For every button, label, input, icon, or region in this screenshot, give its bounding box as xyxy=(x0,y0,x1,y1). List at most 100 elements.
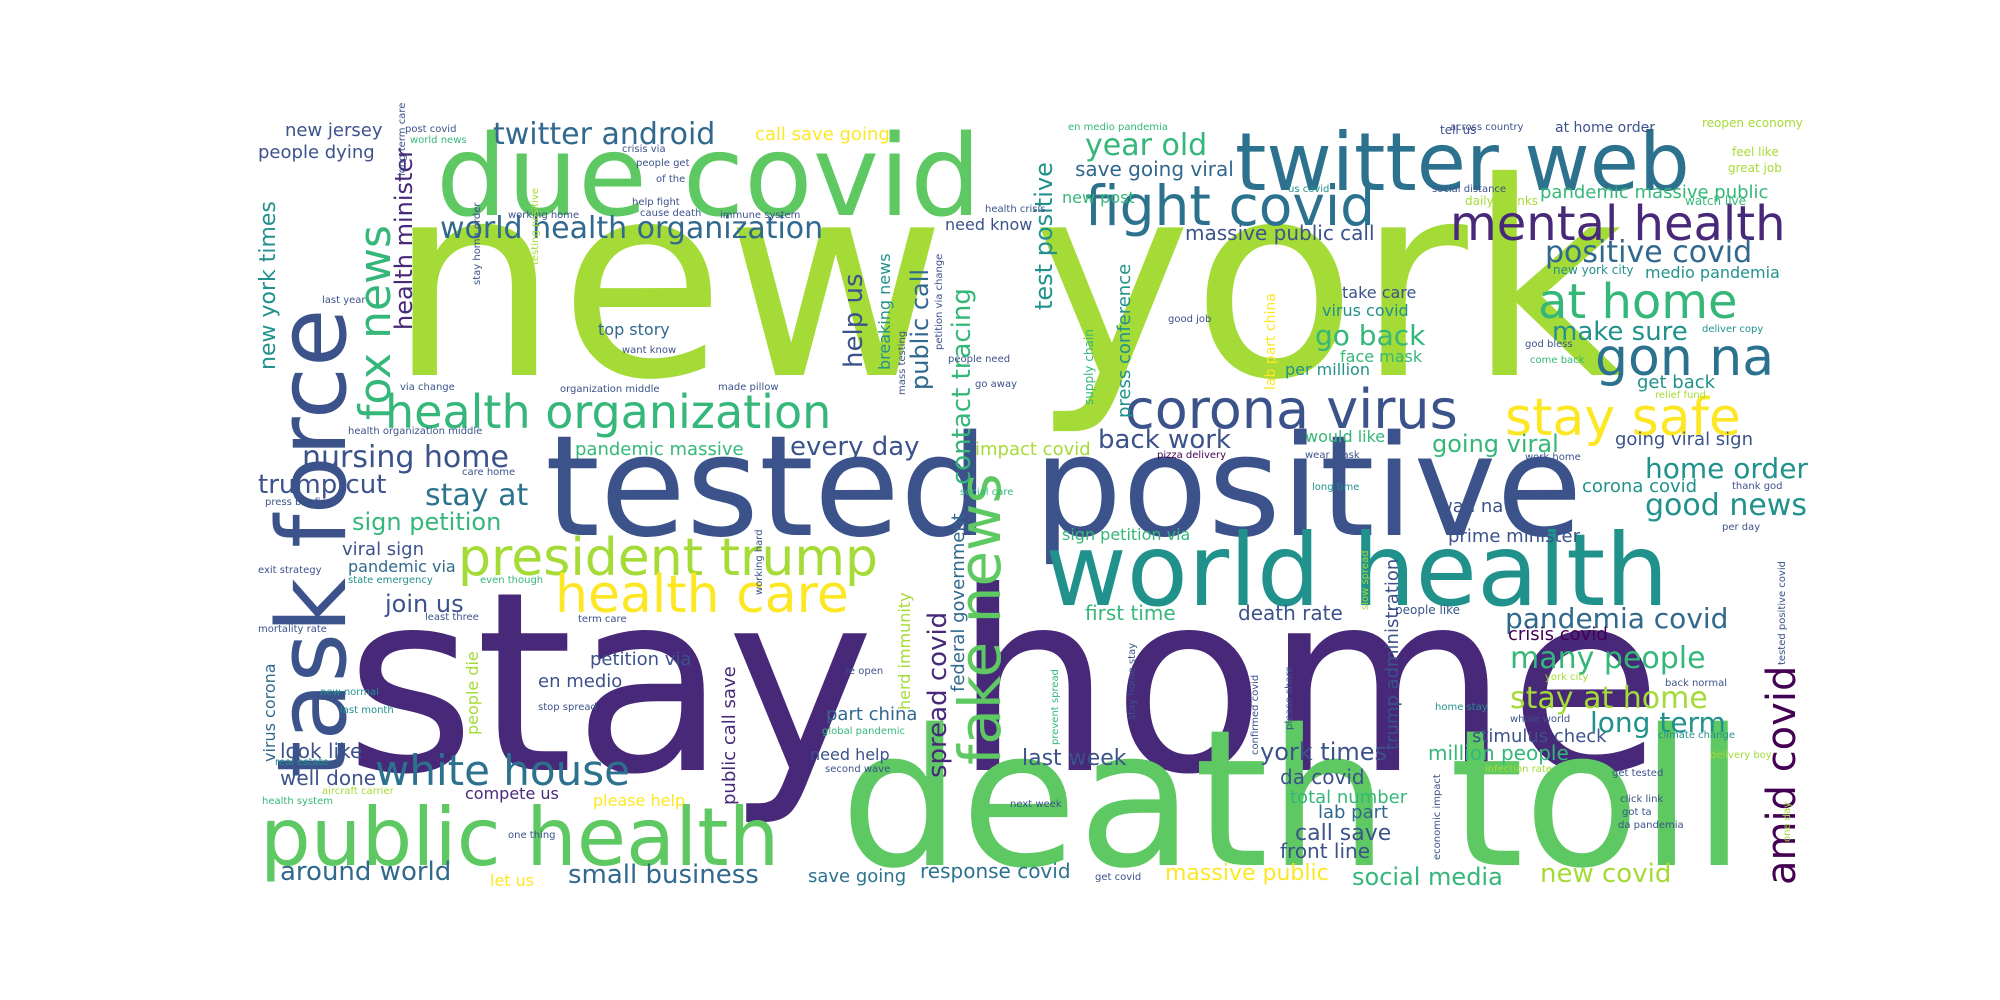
cloud-word-need-know: need know xyxy=(945,215,1032,234)
cloud-word-get-covid: get covid xyxy=(1095,872,1141,883)
cloud-word-corona-covid: corona covid xyxy=(1582,476,1697,497)
cloud-word-public-health: public health xyxy=(260,791,779,884)
cloud-word-click-link: click link xyxy=(1620,794,1663,805)
cloud-word-mental-health: mental health xyxy=(1450,196,1785,252)
cloud-word-top-story: top story xyxy=(598,320,670,339)
cloud-word-go-away: go away xyxy=(975,379,1017,390)
cloud-word-viral-sign: viral sign xyxy=(342,539,424,560)
cloud-word-reopen-economy: reopen economy xyxy=(1702,116,1803,130)
cloud-word-press-conference: press conference xyxy=(1114,264,1135,418)
cloud-word-come-back: come back xyxy=(1530,355,1585,366)
cloud-word-mortality-rate: mortality rate xyxy=(258,624,327,635)
cloud-word-join-us: join us xyxy=(384,590,464,618)
cloud-word-million-people: million people xyxy=(1428,741,1569,765)
cloud-word-real-estate: real estate xyxy=(275,757,329,768)
cloud-word-new-post: new post xyxy=(1062,188,1135,207)
cloud-word-twitter-web: twitter web xyxy=(1235,116,1690,209)
cloud-word-back-normal: back normal xyxy=(1665,678,1727,689)
cloud-word-health-organization: health organization xyxy=(385,385,831,439)
cloud-word-long-term: long term xyxy=(1590,706,1726,739)
cloud-word-look-like: look like xyxy=(280,739,362,763)
cloud-word-every-day: every day xyxy=(790,432,920,462)
cloud-word-well-done: well done xyxy=(280,766,376,790)
cloud-word-organization-middle: organization middle xyxy=(560,384,660,395)
cloud-word-front-line: front line xyxy=(1280,839,1370,863)
cloud-word-prevent-spread: prevent spread xyxy=(1050,669,1061,745)
cloud-word-get-tested: get tested xyxy=(1612,768,1663,779)
cloud-word-virus-covid: virus covid xyxy=(1322,301,1409,320)
cloud-word-stay-safe: stay safe xyxy=(1505,388,1741,448)
cloud-word-york-city: york city xyxy=(1545,672,1588,683)
cloud-word-wear-mask: wear mask xyxy=(1305,450,1360,461)
cloud-word-medio-pandemia: medio pandemia xyxy=(1645,263,1780,282)
cloud-word-confirmed-covid: confirmed covid xyxy=(1250,675,1261,755)
cloud-word-small-business: small business xyxy=(568,860,759,890)
cloud-word-one-day: one day xyxy=(1782,802,1793,842)
cloud-word-pizza-delivery: pizza delivery xyxy=(1157,450,1226,461)
cloud-word-da-pandemia: da pandemia xyxy=(1618,820,1684,831)
cloud-word-response-covid: response covid xyxy=(920,859,1071,883)
cloud-word-term-care: term care xyxy=(578,614,627,625)
cloud-word-last-year: last year xyxy=(322,295,366,306)
cloud-word-need-help: need help xyxy=(810,745,890,764)
cloud-word-last-week: last week xyxy=(1022,746,1127,771)
cloud-word-total-number: total number xyxy=(1290,787,1408,808)
cloud-word-call-save: call save xyxy=(1295,821,1391,846)
cloud-word-second-wave: second wave xyxy=(825,764,890,775)
cloud-word-new-york: new york xyxy=(388,124,1624,439)
cloud-word-around-world: around world xyxy=(280,857,451,887)
cloud-word-god-bless: god bless xyxy=(1525,339,1573,350)
cloud-word-tested-positive-covid: tested positive covid xyxy=(1777,561,1788,665)
cloud-word-new-normal: new normal xyxy=(320,687,379,698)
cloud-word-want-know: want know xyxy=(622,345,676,356)
cloud-word-deliver-copy: deliver copy xyxy=(1702,324,1763,335)
cloud-word-state-emergency: state emergency xyxy=(348,575,433,586)
cloud-word-mass-testing: mass testing xyxy=(897,331,908,395)
cloud-word-due-covid: due covid xyxy=(436,112,981,242)
cloud-word-pandemic-via: pandemic via xyxy=(348,557,456,576)
cloud-word-infection-rate: infection rate xyxy=(1485,764,1552,775)
cloud-word-wan-na: wan na xyxy=(1438,496,1503,517)
cloud-word-save-going-viral: save going viral xyxy=(1075,157,1234,181)
cloud-word-last-month: last month xyxy=(340,705,394,716)
cloud-word-compete-us: compete us xyxy=(465,784,559,803)
cloud-word-petition-via-change: petition via change xyxy=(934,254,945,350)
cloud-word-en-medio: en medio xyxy=(538,671,622,692)
cloud-word-aircraft-carrier: aircraft carrier xyxy=(322,786,395,797)
cloud-word-health-system: health system xyxy=(262,796,333,807)
cloud-word-breaking-news: breaking news xyxy=(875,253,894,370)
cloud-word-stay-home: stay home xyxy=(345,538,1663,829)
cloud-word-people-like: people like xyxy=(1395,603,1460,617)
cloud-word-across-country: across country xyxy=(1450,122,1524,133)
cloud-word-contact-tracing: contact tracing xyxy=(947,288,977,485)
cloud-word-impact-covid: impact covid xyxy=(975,439,1091,460)
cloud-word-watch-live: watch live xyxy=(1685,194,1746,208)
cloud-word-health-crisis: health crisis xyxy=(985,204,1045,215)
cloud-word-global-pandemic: global pandemic xyxy=(822,726,905,737)
cloud-word-world-news: world news xyxy=(410,135,467,146)
cloud-word-per-million: per million xyxy=(1285,360,1370,379)
cloud-word-press-briefing: press briefing xyxy=(265,497,333,508)
cloud-word-people-dying: people dying xyxy=(258,142,375,163)
cloud-word-test-positive: test positive xyxy=(1030,162,1058,310)
cloud-word-social-distance: social distance xyxy=(1432,184,1506,195)
cloud-word-new-jersey: new jersey xyxy=(285,120,383,141)
cloud-word-of-the: of the xyxy=(656,174,685,185)
cloud-word-at-home: at home xyxy=(1538,274,1738,330)
cloud-word-save-going: save going xyxy=(808,866,906,887)
cloud-word-cause-death: cause death xyxy=(640,208,701,219)
cloud-word-long-term-care: long term care xyxy=(397,103,408,176)
cloud-word-trump-administration: trump administration xyxy=(1382,559,1403,750)
cloud-word-stay-at-home: stay at home xyxy=(1510,681,1708,716)
cloud-word-crisis-covid: crisis covid xyxy=(1508,624,1608,645)
cloud-word-twitter-android: twitter android xyxy=(493,117,715,152)
cloud-word-testing-positive: testing positive xyxy=(530,188,541,265)
cloud-word-sign-petition-via: sign petition via xyxy=(1062,525,1190,544)
cloud-word-relief-fund: relief fund xyxy=(1655,390,1706,401)
cloud-word-feel-like: feel like xyxy=(1732,145,1779,159)
cloud-word-prime-minister: prime minister xyxy=(1448,526,1581,547)
cloud-word-health-minister: health minister xyxy=(390,148,418,330)
cloud-word-fake-news: fake news xyxy=(946,473,1014,765)
cloud-word-lab-part: lab part xyxy=(1318,802,1388,823)
cloud-word-next-week: next week xyxy=(1010,799,1062,810)
